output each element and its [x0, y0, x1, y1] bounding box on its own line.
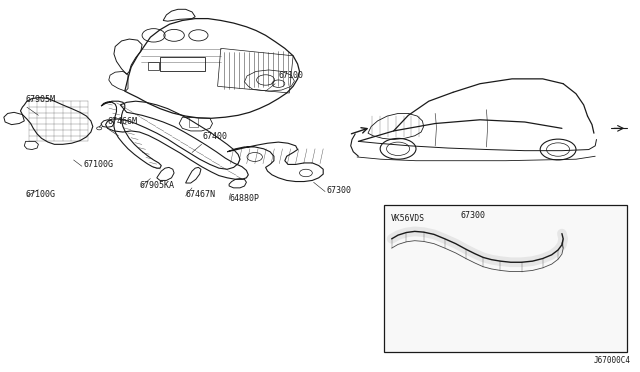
- Text: 67905KA: 67905KA: [140, 181, 175, 190]
- Text: 67400: 67400: [202, 132, 227, 141]
- Text: 67300: 67300: [326, 186, 351, 195]
- Text: J67000C4: J67000C4: [593, 356, 630, 365]
- Text: VK56VDS: VK56VDS: [390, 214, 424, 223]
- Text: 67905M: 67905M: [26, 95, 56, 104]
- Text: 67300: 67300: [461, 211, 486, 220]
- Text: 67100: 67100: [278, 71, 303, 80]
- Text: 64880P: 64880P: [229, 194, 259, 203]
- Text: 67467N: 67467N: [186, 190, 216, 199]
- Text: 67466M: 67466M: [108, 118, 138, 126]
- Bar: [384, 205, 627, 352]
- Text: 67100G: 67100G: [26, 190, 56, 199]
- Text: 67100G: 67100G: [83, 160, 113, 169]
